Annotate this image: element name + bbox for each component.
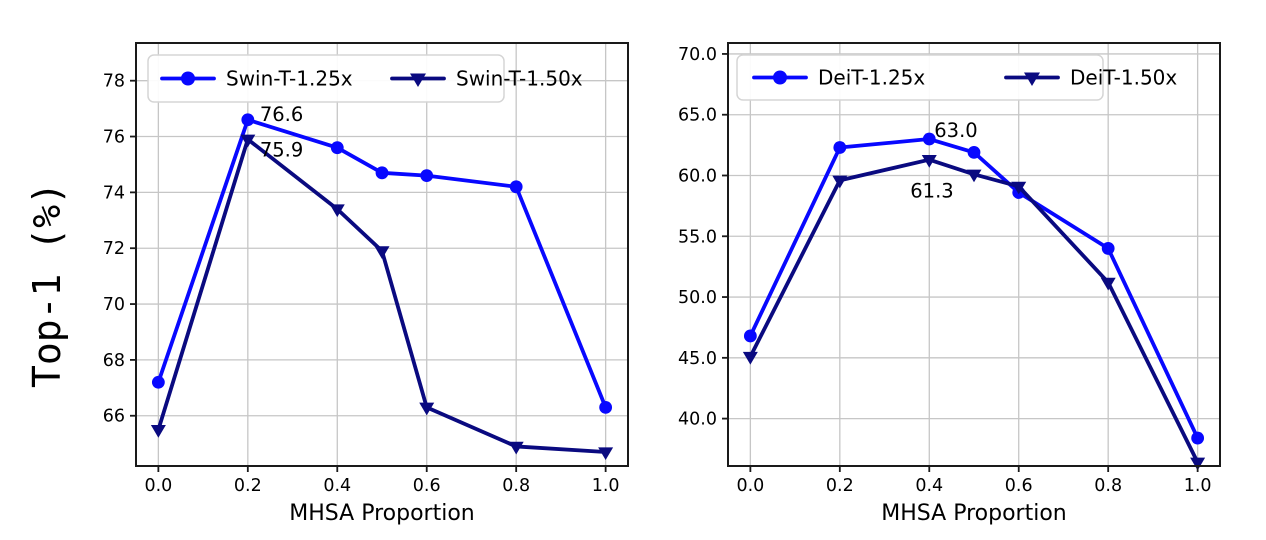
y-tick-label: 55.0 bbox=[678, 227, 717, 247]
x-tick-label: 0.0 bbox=[144, 476, 172, 496]
data-point-triangle-down bbox=[419, 402, 435, 416]
y-tick-label: 76 bbox=[103, 128, 125, 148]
y-axis-label: Top-1 (%) bbox=[25, 182, 69, 388]
point-value-annotation: 76.6 bbox=[260, 103, 303, 126]
data-point-triangle-down bbox=[508, 441, 524, 455]
plot-border bbox=[135, 42, 629, 467]
data-point-circle bbox=[375, 166, 389, 180]
data-point-circle bbox=[833, 141, 847, 154]
x-tick-label: 0.6 bbox=[413, 476, 441, 496]
x-tick-label: 1.0 bbox=[1184, 476, 1212, 496]
data-point-triangle-down bbox=[921, 154, 937, 168]
data-point-triangle-down bbox=[1100, 277, 1116, 291]
x-tick-label: 0.2 bbox=[234, 476, 262, 496]
x-tick-label: 0.0 bbox=[736, 476, 764, 496]
legend: DeiT-1.25x DeiT-1.50x bbox=[736, 54, 1177, 101]
legend-box bbox=[736, 54, 1104, 101]
y-tick-label: 65.0 bbox=[678, 106, 717, 126]
data-point-triangle-down bbox=[1011, 181, 1027, 195]
legend-label: DeiT-1.25x bbox=[818, 66, 925, 90]
data-point-circle bbox=[420, 169, 434, 183]
x-tick-label: 1.0 bbox=[592, 476, 620, 496]
x-tick-label: 0.4 bbox=[323, 476, 351, 496]
x-tick-label: 0.6 bbox=[1005, 476, 1033, 496]
data-point-circle bbox=[1191, 431, 1205, 445]
x-tick-label: 0.8 bbox=[1094, 476, 1122, 496]
data-point-triangle-down bbox=[1190, 457, 1206, 471]
data-point-triangle-down bbox=[966, 169, 982, 183]
data-point-circle bbox=[743, 329, 757, 343]
series-line-deit-1.25x bbox=[748, 137, 1200, 440]
legend-marker-circle bbox=[181, 71, 195, 86]
y-tick-label: 74 bbox=[103, 183, 125, 203]
y-tick-label: 45.0 bbox=[678, 349, 717, 369]
legend-label: DeiT-1.50x bbox=[1070, 66, 1177, 90]
x-tick-label: 0.2 bbox=[826, 476, 854, 496]
y-tick-label: 78 bbox=[103, 72, 125, 92]
legend-marker-triangle-down bbox=[1024, 72, 1040, 86]
legend-label: Swin-T-1.50x bbox=[456, 67, 583, 91]
data-point-triangle-down bbox=[329, 204, 345, 218]
data-point-circle bbox=[967, 145, 981, 159]
legend: Swin-T-1.25x Swin-T-1.50x bbox=[147, 54, 583, 103]
x-tick-label: 0.8 bbox=[502, 476, 530, 496]
y-tick-label: 70.0 bbox=[678, 45, 717, 65]
plot-border bbox=[727, 42, 1221, 467]
data-point-circle bbox=[330, 141, 344, 155]
data-point-triangle-down bbox=[374, 246, 390, 260]
point-value-annotation: 63.0 bbox=[934, 119, 977, 142]
y-tick-label: 50.0 bbox=[678, 288, 717, 308]
legend-marker-circle bbox=[773, 70, 787, 85]
data-point-triangle-down bbox=[150, 425, 166, 438]
legend-label: Swin-T-1.25x bbox=[226, 67, 353, 91]
series-line-swin-t-1.25x bbox=[156, 117, 608, 410]
data-point-triangle-down bbox=[598, 447, 614, 461]
data-point-circle bbox=[599, 400, 613, 414]
legend-box bbox=[147, 54, 505, 103]
x-axis-label: MHSA Proportion bbox=[881, 501, 1066, 526]
data-point-circle bbox=[151, 375, 165, 389]
legend-marker-triangle-down bbox=[410, 73, 426, 87]
point-value-annotation: 61.3 bbox=[910, 180, 953, 203]
data-point-circle bbox=[1101, 242, 1115, 255]
y-tick-label: 70 bbox=[103, 295, 125, 315]
data-point-circle bbox=[922, 132, 936, 146]
series-line-deit-1.50x bbox=[748, 157, 1200, 465]
data-point-triangle-down bbox=[240, 134, 256, 148]
data-point-triangle-down bbox=[742, 351, 758, 365]
y-tick-label: 60.0 bbox=[678, 166, 717, 186]
chart-deit: 0.0 0.2 0.4 0.6 0.8 1.0 40.0 45.0 50.0 55.0 60.0 65… bbox=[678, 42, 1221, 526]
data-point-circle bbox=[509, 180, 523, 194]
point-value-annotation: 75.9 bbox=[260, 138, 303, 161]
y-tick-label: 40.0 bbox=[678, 410, 717, 430]
y-tick-label: 68 bbox=[103, 351, 125, 371]
x-axis-label: MHSA Proportion bbox=[289, 501, 474, 526]
x-tick-label: 0.4 bbox=[915, 476, 943, 496]
data-point-triangle-down bbox=[832, 175, 848, 189]
data-point-circle bbox=[241, 113, 255, 127]
chart-swin-t: 0.0 0.2 0.4 0.6 0.8 1.0 66 68 70 72 74 76 78 MHSA Pro… bbox=[25, 42, 629, 526]
y-tick-label: 66 bbox=[103, 407, 125, 427]
y-tick-label: 72 bbox=[103, 239, 125, 259]
